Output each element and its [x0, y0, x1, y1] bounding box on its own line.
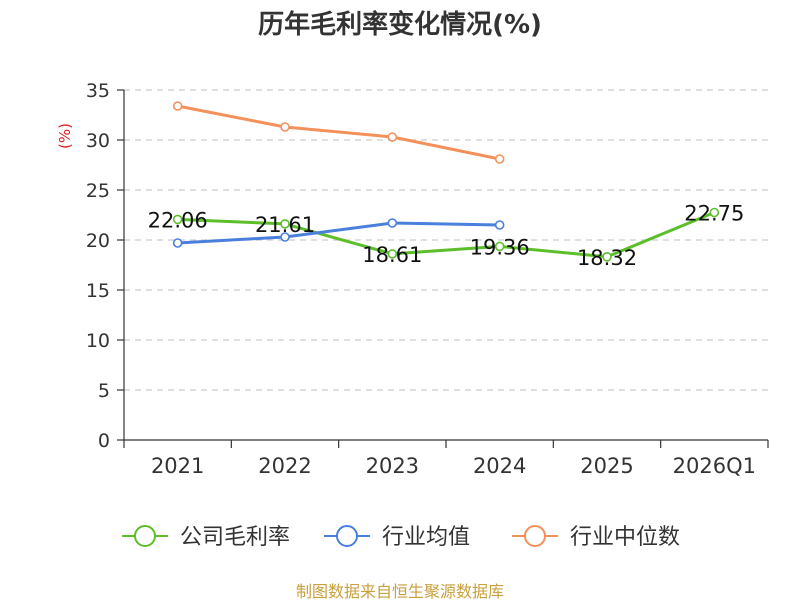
y-tick-label: 10 [86, 330, 110, 352]
data-point [494, 241, 505, 252]
y-tick-label: 15 [86, 280, 110, 302]
legend-marker-icon [134, 525, 156, 547]
data-point [494, 220, 505, 230]
legend-marker-icon [524, 525, 546, 547]
legend-label: 公司毛利率 [180, 525, 290, 550]
data-label: 18.32 [577, 246, 637, 270]
data-label: 19.36 [470, 235, 530, 259]
source-note: 制图数据来自恒生聚源数据库 [295, 582, 504, 601]
x-tick-label: 2023 [366, 454, 419, 478]
data-point [602, 251, 612, 262]
x-tick-label: 2021 [151, 454, 204, 478]
y-tick-label: 0 [98, 430, 110, 452]
legend-label: 行业中位数 [570, 525, 680, 550]
series-line-2 [177, 221, 500, 245]
y-tick-label: 20 [86, 230, 110, 252]
data-point [280, 219, 290, 229]
data-point [172, 101, 183, 111]
y-tick-label: 30 [86, 130, 110, 152]
data-label: 18.61 [362, 243, 422, 267]
y-tick-label: 25 [86, 180, 110, 202]
x-tick-label: 2024 [473, 454, 526, 478]
data-point [387, 132, 398, 142]
data-point [280, 232, 290, 242]
x-tick-label: 2025 [580, 454, 633, 478]
data-point [387, 218, 398, 228]
chart-title: 历年毛利率变化情况(%) [258, 10, 542, 40]
legend-marker-icon [336, 525, 358, 547]
series-line-3 [177, 104, 500, 161]
x-tick-label: 2026Q1 [673, 454, 756, 478]
series-line-1 [177, 211, 715, 259]
data-point [709, 207, 720, 218]
data-point [494, 154, 505, 164]
data-label: 22.06 [148, 208, 208, 232]
y-tick-label: 35 [86, 80, 110, 102]
data-point [172, 214, 183, 225]
data-label: 21.61 [255, 213, 315, 237]
data-point [280, 122, 290, 132]
legend-label: 行业均值 [382, 525, 470, 550]
y-tick-label: 5 [98, 380, 110, 402]
data-label: 22.75 [684, 202, 744, 226]
data-point [172, 238, 183, 248]
x-tick-label: 2022 [258, 454, 311, 478]
data-point [387, 249, 398, 259]
